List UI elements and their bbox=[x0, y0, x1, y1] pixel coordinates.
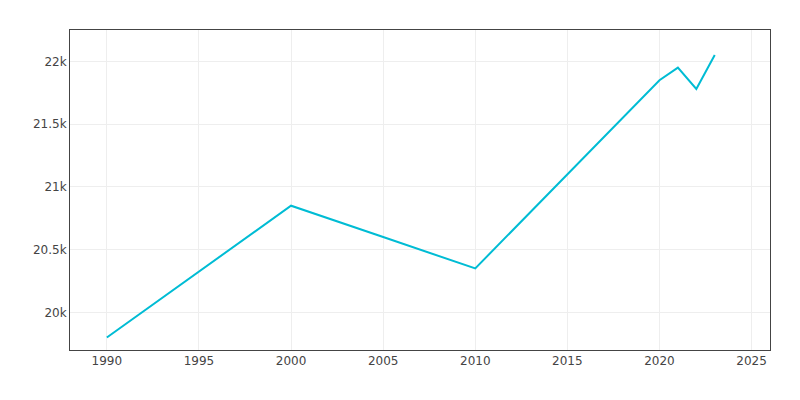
svg-text:2010: 2010 bbox=[460, 354, 491, 368]
svg-text:1995: 1995 bbox=[184, 354, 215, 368]
svg-text:21k: 21k bbox=[44, 180, 66, 194]
svg-text:21.5k: 21.5k bbox=[33, 117, 67, 131]
svg-text:20.5k: 20.5k bbox=[33, 243, 67, 257]
svg-text:2005: 2005 bbox=[368, 354, 399, 368]
svg-text:2015: 2015 bbox=[552, 354, 583, 368]
svg-text:2020: 2020 bbox=[644, 354, 675, 368]
svg-text:2025: 2025 bbox=[736, 354, 767, 368]
svg-text:22k: 22k bbox=[44, 55, 66, 69]
svg-text:20k: 20k bbox=[44, 306, 66, 320]
svg-text:1990: 1990 bbox=[92, 354, 123, 368]
svg-text:2000: 2000 bbox=[276, 354, 307, 368]
